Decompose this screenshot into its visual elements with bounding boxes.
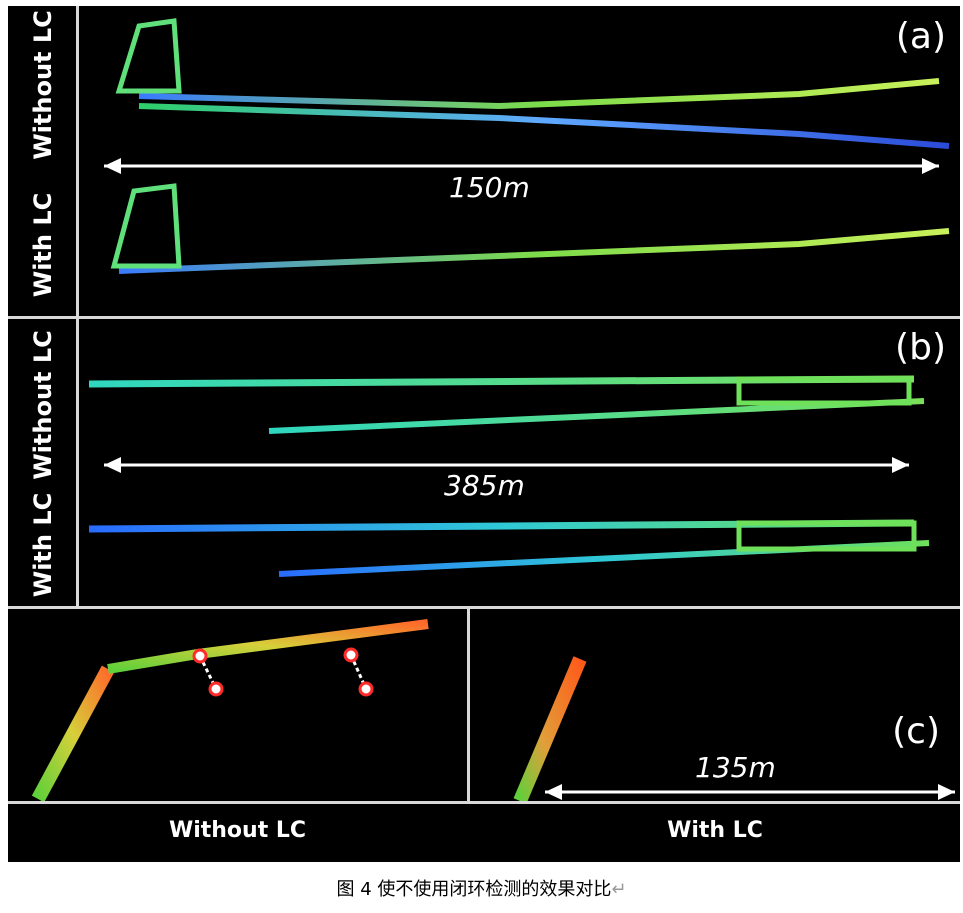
caption-text: 图 4 使不使用闭环检测的效果对比: [336, 879, 612, 900]
panel-c-label-without-lc: Without LC: [168, 818, 307, 843]
trajectory-without-lc-lower: [138, 103, 950, 149]
panel-a-map: [104, 18, 950, 274]
loop-marker: [208, 681, 224, 697]
panel-b: (b) 385m: [79, 319, 960, 606]
trajectory-with-lc: [118, 228, 950, 274]
trajectory-c-left-trunk: [31, 665, 115, 801]
figure-caption: 图 4 使不使用闭环检测的效果对比↵: [0, 875, 963, 901]
panel-b-c-divider: [8, 606, 960, 609]
loop-marker: [358, 681, 374, 697]
panel-c-left-map: [31, 619, 458, 801]
panel-c-right: (c) 135m: [470, 609, 960, 801]
panel-a-label-without-lc: Without LC: [29, 10, 57, 160]
figure: (a) 150m Without LC With LC: [8, 6, 960, 862]
panel-a-b-divider: [8, 316, 960, 319]
panel-c-right-map: [513, 654, 955, 801]
panel-c-left: [8, 609, 467, 801]
panel-c-scale: 135m: [695, 751, 776, 784]
loop-marker: [343, 647, 359, 663]
loop-building-a-bottom: [110, 183, 182, 269]
panel-b-tag: (b): [895, 327, 946, 368]
paragraph-mark: ↵: [611, 879, 627, 900]
panel-c-label-with-lc: With LC: [667, 818, 763, 843]
panel-a-label-with-lc: With LC: [29, 192, 57, 298]
label-column-divider: [76, 6, 79, 606]
loop-marker: [192, 648, 208, 664]
panel-a: (a) 150m: [79, 6, 960, 316]
panel-b-map: [88, 375, 930, 577]
trajectory-c-left-upper: [107, 619, 429, 674]
trajectory-without-lc-drift: [268, 398, 925, 434]
loop-building-a-top: [115, 18, 182, 94]
trajectory-c-right-trunk: [513, 656, 587, 801]
panel-c-bottom-divider: [8, 801, 960, 804]
panel-b-scale: 385m: [444, 469, 525, 502]
panel-a-tag: (a): [895, 16, 946, 57]
panel-c-middle-divider: [467, 606, 470, 804]
panel-b-label-without-lc: Without LC: [29, 330, 57, 480]
panel-c-tag: (c): [892, 711, 940, 752]
trajectory-without-lc-upper: [138, 78, 940, 110]
panel-a-scale: 150m: [449, 171, 530, 204]
panel-b-label-with-lc: With LC: [29, 492, 57, 598]
